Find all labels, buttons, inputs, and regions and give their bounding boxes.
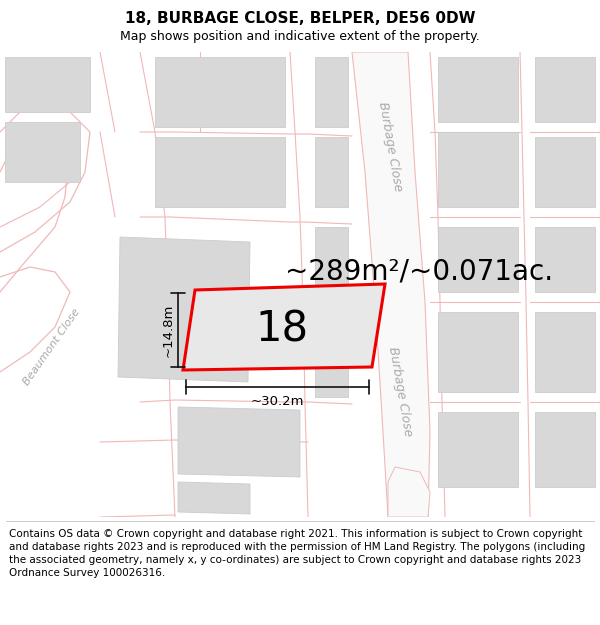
- Polygon shape: [438, 57, 518, 122]
- Polygon shape: [315, 57, 348, 127]
- Polygon shape: [315, 137, 348, 207]
- Polygon shape: [155, 137, 285, 207]
- Text: ~14.8m: ~14.8m: [162, 303, 175, 357]
- Text: Burbage Close: Burbage Close: [376, 101, 404, 193]
- Polygon shape: [438, 412, 518, 487]
- Polygon shape: [438, 227, 518, 292]
- Text: ~30.2m: ~30.2m: [251, 395, 304, 408]
- Polygon shape: [438, 312, 518, 392]
- Polygon shape: [535, 137, 595, 207]
- Text: ~289m²/~0.071ac.: ~289m²/~0.071ac.: [285, 258, 553, 286]
- Polygon shape: [535, 227, 595, 292]
- Polygon shape: [208, 295, 360, 360]
- Polygon shape: [5, 57, 90, 112]
- Polygon shape: [155, 57, 285, 127]
- Polygon shape: [352, 52, 430, 517]
- Text: Contains OS data © Crown copyright and database right 2021. This information is : Contains OS data © Crown copyright and d…: [9, 529, 585, 579]
- Polygon shape: [315, 317, 348, 397]
- Polygon shape: [178, 482, 250, 514]
- Text: Map shows position and indicative extent of the property.: Map shows position and indicative extent…: [120, 29, 480, 42]
- Polygon shape: [183, 284, 385, 370]
- Polygon shape: [535, 57, 595, 122]
- Polygon shape: [438, 132, 518, 207]
- Text: 18, BURBAGE CLOSE, BELPER, DE56 0DW: 18, BURBAGE CLOSE, BELPER, DE56 0DW: [125, 11, 475, 26]
- Text: Burbage Close: Burbage Close: [386, 346, 414, 438]
- Polygon shape: [535, 312, 595, 392]
- Text: 18: 18: [256, 309, 308, 351]
- Polygon shape: [178, 407, 300, 477]
- Polygon shape: [535, 412, 595, 487]
- Polygon shape: [5, 122, 80, 182]
- Polygon shape: [388, 467, 430, 517]
- Polygon shape: [315, 227, 348, 307]
- Text: Beaumont Close: Beaumont Close: [22, 307, 82, 388]
- Polygon shape: [118, 237, 250, 382]
